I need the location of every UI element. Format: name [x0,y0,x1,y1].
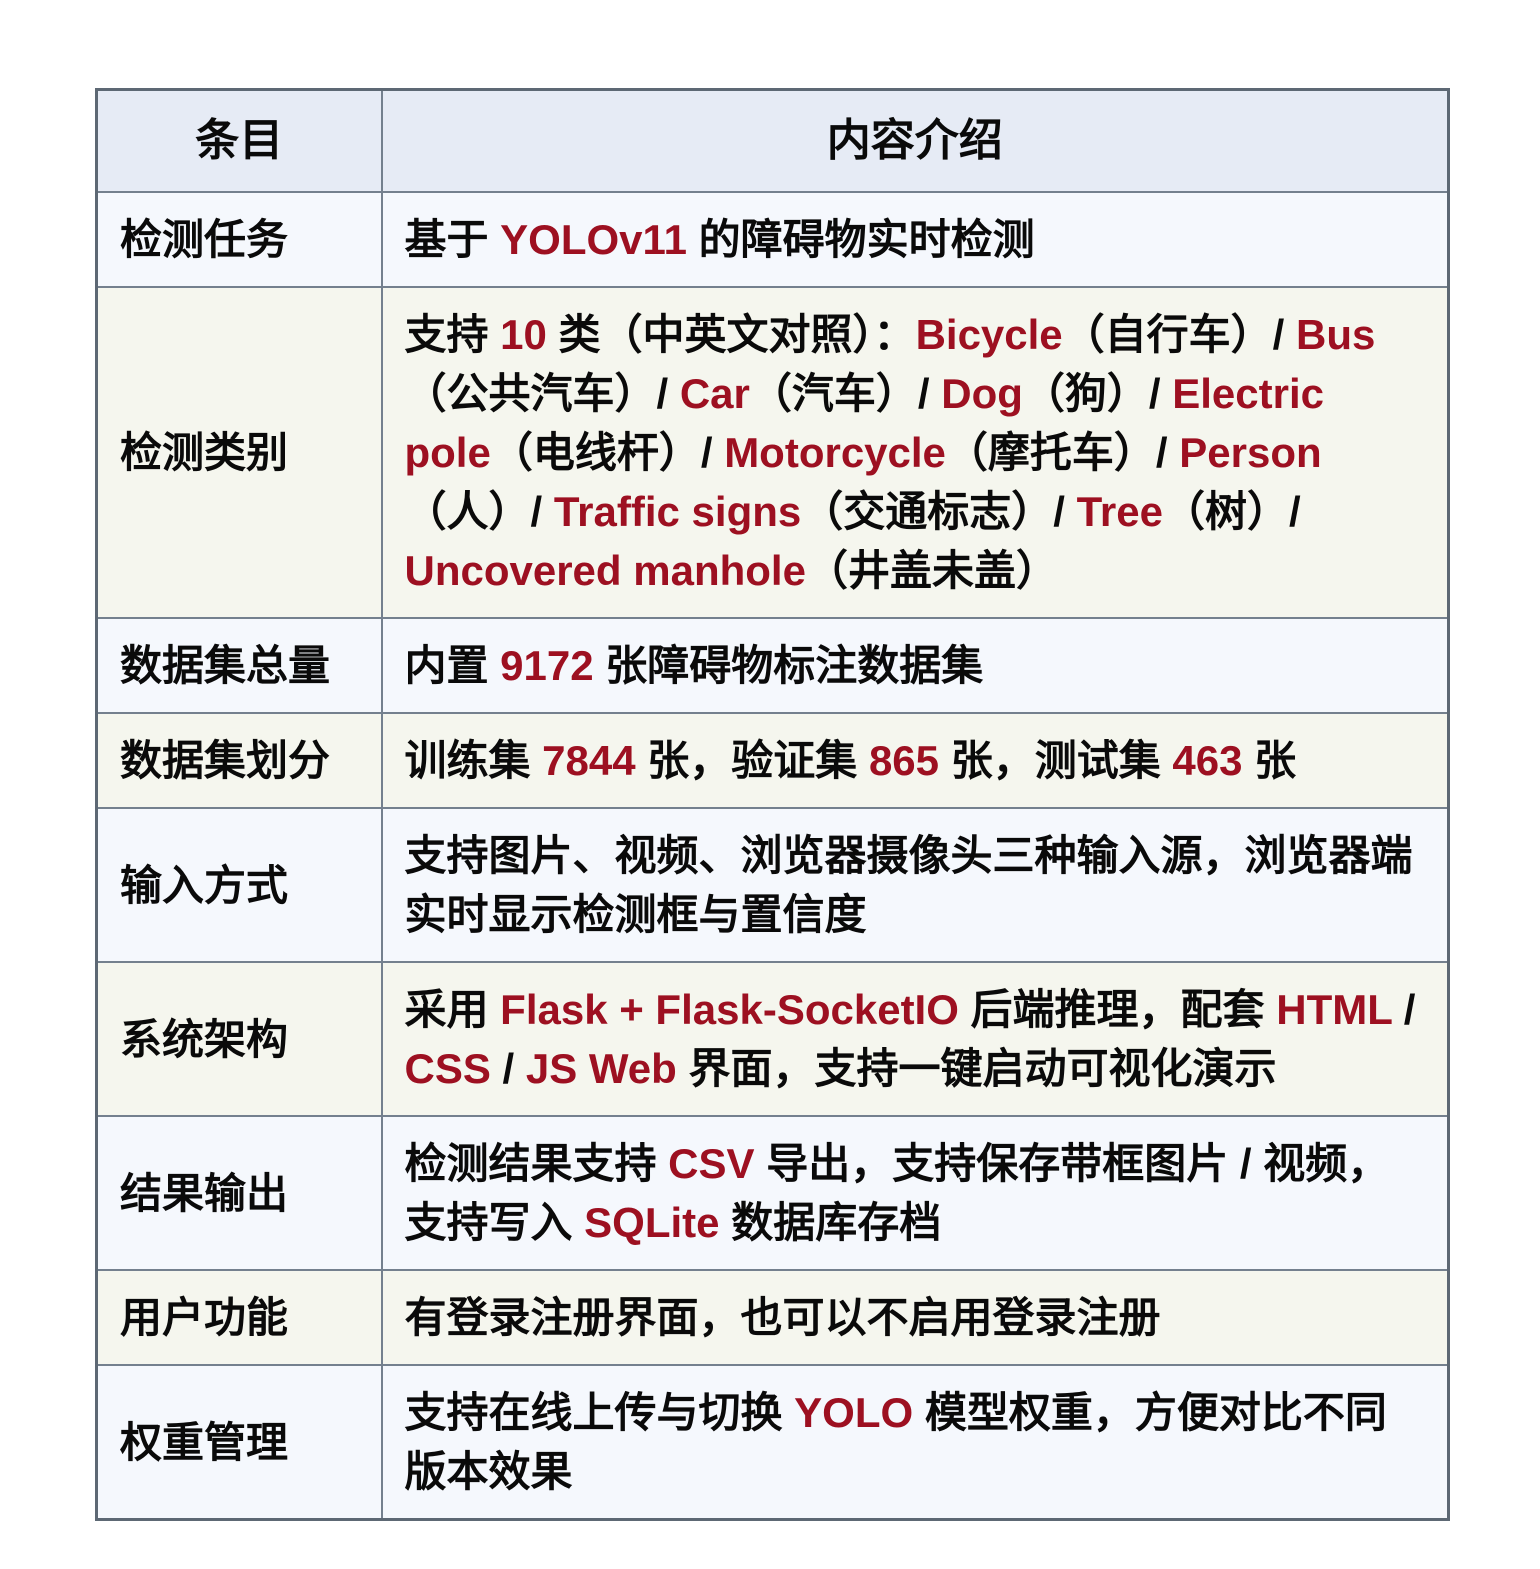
highlighted-text-segment: Bicycle [915,311,1063,358]
highlighted-text-segment: 10 [500,311,547,358]
text-segment: 张障碍物标注数据集 [593,642,984,689]
text-segment: （电线杆）/ [490,429,725,476]
highlighted-text-segment: Person [1179,429,1322,476]
highlighted-text-segment: YOLOv11 [500,216,687,263]
table-row: 权重管理 支持在线上传与切换 YOLO 模型权重，方便对比不同版本效果 [95,1364,1450,1521]
spec-table-header: 条目 内容介绍 [95,88,1450,193]
row-content: 检测结果支持 CSV 导出，支持保存带框图片 / 视频，支持写入 SQLite … [380,1115,1450,1271]
text-segment: 界面，支持一键启动可视化演示 [676,1045,1277,1092]
spec-table-body: 检测任务 基于 YOLOv11 的障碍物实时检测 检测类别 支持 10 类（中英文对照… [95,191,1450,1521]
text-segment: （人）/ [404,488,554,535]
row-label: 系统架构 [95,961,383,1117]
row-content: 内置 9172 张障碍物标注数据集 [380,617,1450,714]
row-content: 基于 YOLOv11 的障碍物实时检测 [380,191,1450,288]
text-segment: （树）/ [1163,488,1301,535]
text-segment: 支持 [404,311,501,358]
highlighted-text-segment: Bus [1296,311,1376,358]
row-content: 支持 10 类（中英文对照）：Bicycle（自行车）/ Bus（公共汽车）/ … [380,286,1450,619]
text-segment: 检测结果支持 [404,1140,669,1187]
row-content: 采用 Flask + Flask-SocketIO 后端推理，配套 HTML /… [380,961,1450,1117]
highlighted-text-segment: Electric pole [404,370,1325,476]
text-segment: （摩托车）/ [945,429,1180,476]
table-row: 用户功能 有登录注册界面，也可以不启用登录注册 [95,1269,1450,1366]
row-label: 结果输出 [95,1115,383,1271]
header-cell-item: 条目 [95,88,383,193]
highlighted-text-segment: HTML [1276,986,1393,1033]
row-label: 数据集总量 [95,617,383,714]
text-segment: （狗）/ [1022,370,1173,417]
text-segment: 支持在线上传与切换 [404,1389,795,1436]
table-row: 检测类别 支持 10 类（中英文对照）：Bicycle（自行车）/ Bus （公共汽… [95,286,1450,619]
text-segment: 模型权重，方便对比不同版本效果 [404,1389,1387,1495]
text-segment: 张，验证集 [635,737,869,784]
highlighted-text-segment: Traffic signs [553,488,802,535]
text-segment: （公共汽车）/ [404,370,680,417]
text-segment: 张 [1242,737,1297,784]
highlighted-text-segment: Dog [941,370,1023,417]
text-segment: 内置 [404,642,501,689]
highlighted-text-segment: 463 [1172,737,1243,784]
highlighted-text-segment: Motorcycle [724,429,946,476]
highlighted-text-segment: Car [679,370,750,417]
row-label: 检测任务 [95,191,383,288]
row-content: 支持在线上传与切换 YOLO 模型权重，方便对比不同版本效果 [380,1364,1450,1521]
row-label: 数据集划分 [95,712,383,809]
row-label: 检测类别 [95,286,383,619]
text-segment: （汽车）/ [749,370,942,417]
table-row: 系统架构 采用 Flask + Flask-SocketIO 后端推理，配套 HT… [95,961,1450,1117]
text-segment: 类（中英文对照）： [546,311,916,358]
highlighted-text-segment: Flask + Flask-SocketIO [500,986,959,1033]
text-segment: 有登录注册界面，也可以不启用登录注册 [404,1294,1161,1341]
text-segment: / [490,1045,526,1092]
highlighted-text-segment: 865 [868,737,940,784]
text-segment: （交通标志）/ [801,488,1077,535]
highlighted-text-segment: 9172 [500,642,594,689]
highlighted-text-segment: JS Web [525,1045,677,1092]
header-cell-content: 内容介绍 [380,88,1450,193]
highlighted-text-segment: 7844 [542,737,636,784]
text-segment: （自行车）/ [1062,311,1297,358]
text-segment: 导出，支持保存带框图片 / 视频，支持写入 [404,1140,1390,1246]
row-content: 支持图片、视频、浏览器摄像头三种输入源，浏览器端实时显示检测框与置信度 [380,807,1450,963]
header-row: 条目 内容介绍 [95,88,1450,193]
text-segment: 张，测试集 [939,737,1173,784]
table-row: 输入方式 支持图片、视频、浏览器摄像头三种输入源，浏览器端实时显示检测框与置信度 [95,807,1450,963]
table-row: 检测任务 基于 YOLOv11 的障碍物实时检测 [95,191,1450,288]
spec-table: 条目 内容介绍 检测任务 基于 YOLOv11 的障碍物实时检测 检测类别 支持 10… [95,88,1450,1521]
highlighted-text-segment: Uncovered manhole [404,547,806,594]
text-segment: 采用 [404,986,501,1033]
table-row: 数据集总量 内置 9172 张障碍物标注数据集 [95,617,1450,714]
text-segment: （井盖未盖） [805,547,1058,594]
table-row: 数据集划分 训练集 7844 张，验证集 865 张，测试集 463 张 [95,712,1450,809]
row-content: 训练集 7844 张，验证集 865 张，测试集 463 张 [380,712,1450,809]
text-segment: 基于 [404,216,501,263]
text-segment: 支持图片、视频、浏览器摄像头三种输入源，浏览器端实时显示检测框与置信度 [404,832,1413,938]
text-segment: 后端推理，配套 [958,986,1277,1033]
highlighted-text-segment: SQLite [584,1199,720,1246]
table-row: 结果输出 检测结果支持 CSV 导出，支持保存带框图片 / 视频，支持写入 SQL… [95,1115,1450,1271]
text-segment: / [1392,986,1416,1033]
highlighted-text-segment: CSS [404,1045,491,1092]
row-label: 用户功能 [95,1269,383,1366]
row-content: 有登录注册界面，也可以不启用登录注册 [380,1269,1450,1366]
text-segment: 训练集 [404,737,543,784]
highlighted-text-segment: YOLO [794,1389,914,1436]
row-label: 权重管理 [95,1364,383,1521]
text-segment: 数据库存档 [719,1199,942,1246]
highlighted-text-segment: Tree [1076,488,1163,535]
row-label: 输入方式 [95,807,383,963]
highlighted-text-segment: CSV [668,1140,755,1187]
text-segment: 的障碍物实时检测 [686,216,1035,263]
